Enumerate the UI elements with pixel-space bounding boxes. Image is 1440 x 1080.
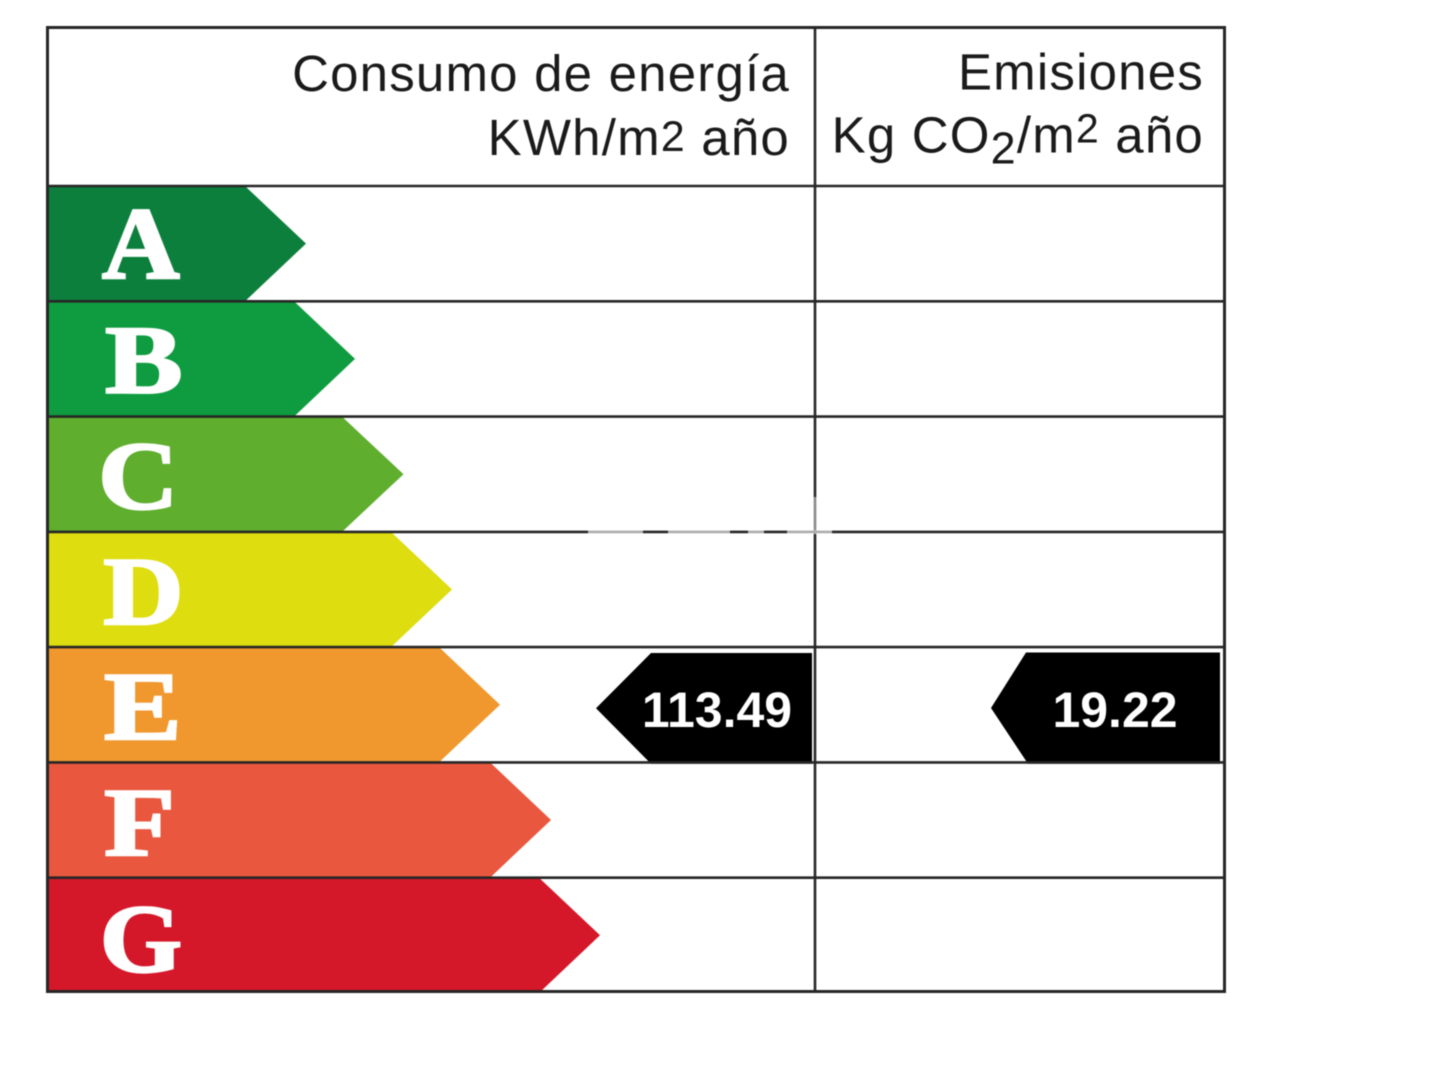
svg-text:Consumo de energía: Consumo de energía (292, 45, 790, 102)
svg-text:E: E (104, 653, 182, 760)
svg-text:D: D (103, 538, 183, 645)
svg-text:año: año (1100, 107, 1204, 164)
svg-text:F: F (104, 769, 175, 876)
svg-text:A: A (102, 188, 180, 301)
svg-text:KWh/m: KWh/m (488, 109, 661, 166)
svg-text:113.49: 113.49 (642, 682, 792, 738)
svg-text:Emisiones: Emisiones (958, 44, 1204, 101)
svg-text:B: B (105, 306, 182, 413)
svg-text:/m: /m (1017, 107, 1076, 164)
svg-text:19.22: 19.22 (1052, 682, 1177, 738)
svg-text:año: año (686, 109, 790, 166)
svg-text:Kg CO: Kg CO (832, 107, 991, 164)
svg-text:C: C (98, 423, 178, 530)
svg-text:G: G (100, 886, 182, 993)
